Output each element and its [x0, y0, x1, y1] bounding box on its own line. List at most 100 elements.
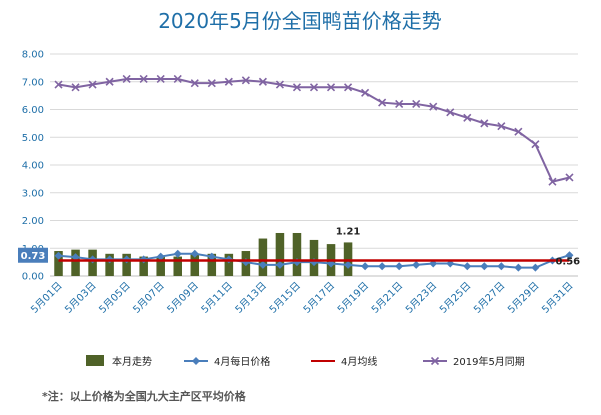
bar: [156, 256, 165, 276]
data-point: [531, 140, 540, 149]
data-point: [378, 98, 387, 107]
x-tick-label: 5月07日: [131, 280, 167, 316]
bar: [207, 253, 217, 276]
data-point: [54, 80, 63, 89]
data-point: [480, 119, 489, 128]
data-point: [531, 263, 540, 272]
data-point: [207, 79, 216, 88]
x-tick-label: 5月01日: [29, 280, 65, 316]
x-tick-label: 5月25日: [437, 280, 473, 316]
x-tick-label: 5月29日: [505, 280, 541, 316]
legend-item: 2019年5月同期: [423, 355, 525, 368]
data-point: [275, 260, 284, 269]
annotation-label: 0.56: [555, 256, 580, 267]
data-point: [497, 122, 506, 131]
bar: [224, 253, 234, 276]
data-point: [241, 76, 250, 85]
x-tick-label: 5月11日: [199, 280, 235, 316]
data-point: [258, 77, 267, 86]
legend-label: 4月均线: [341, 355, 377, 368]
annotations: 1.21 0.73 0.56: [18, 226, 580, 267]
x-tick-label: 5月17日: [301, 280, 337, 316]
bar: [71, 249, 80, 276]
y-tick-label: 4.00: [22, 161, 44, 172]
y-tick-label: 2.00: [22, 216, 44, 227]
line-series: [54, 74, 574, 272]
data-point: [275, 80, 285, 89]
y-axis-ticks: 0.001.002.003.004.005.006.007.008.00: [22, 50, 44, 283]
data-point: [173, 249, 182, 258]
chart-note: *注：以上价格为全国九大主产区平均价格: [42, 389, 247, 403]
x-tick-label: 5月27日: [471, 280, 507, 316]
data-point: [344, 260, 353, 269]
data-point: [122, 74, 131, 84]
data-point: [395, 99, 404, 109]
data-point: [361, 262, 370, 271]
data-point: [412, 260, 421, 269]
data-point: [71, 83, 80, 92]
bar: [139, 256, 148, 276]
legend-item: 本月走势: [86, 355, 152, 368]
data-point: [139, 74, 148, 84]
bar: [292, 232, 302, 276]
x-tick-label: 5月09日: [165, 280, 201, 316]
data-point: [190, 249, 199, 258]
legend: 本月走势 4月每日价格 4月均线 2019年5月同期: [86, 355, 525, 368]
bar: [190, 253, 200, 276]
data-point: [105, 77, 114, 86]
data-point: [361, 88, 370, 97]
data-point: [224, 77, 233, 86]
data-point: [378, 262, 387, 271]
data-point: [514, 127, 523, 136]
legend-label: 2019年5月同期: [453, 355, 525, 368]
x-axis-ticks: 5月01日5月03日5月05日5月07日5月09日5月11日5月13日5月15日…: [29, 280, 576, 316]
legend-marker: [192, 357, 200, 365]
bar: [122, 253, 131, 276]
legend-item: 4月每日价格: [184, 355, 270, 368]
bar: [173, 256, 182, 276]
data-point: [292, 83, 302, 92]
data-point: [88, 80, 97, 89]
legend-marker: [430, 356, 440, 366]
legend-label: 本月走势: [112, 355, 152, 368]
legend-label: 4月每日价格: [214, 355, 270, 368]
annotation-label: 1.21: [336, 226, 361, 237]
grid: [50, 53, 578, 277]
data-point: [207, 252, 216, 261]
y-tick-label: 3.00: [22, 188, 44, 199]
data-point: [463, 113, 472, 122]
x-tick-label: 5月13日: [233, 280, 269, 316]
x-tick-label: 5月03日: [63, 280, 99, 316]
data-point: [395, 262, 404, 271]
y-tick-label: 6.00: [22, 105, 44, 116]
data-point: [548, 177, 557, 186]
bar: [54, 251, 63, 276]
chart-title: 2020年5月份全国鸭苗价格走势: [158, 9, 442, 33]
bar: [105, 253, 114, 276]
data-point: [343, 83, 353, 92]
annotation-box: [18, 247, 48, 263]
y-tick-label: 8.00: [22, 50, 44, 61]
bar: [258, 238, 268, 276]
data-point: [565, 173, 574, 182]
data-point: [156, 252, 165, 261]
data-point: [514, 263, 523, 272]
data-point: [156, 74, 165, 84]
bar: [275, 232, 285, 276]
data-point: [412, 99, 421, 109]
data-point: [190, 79, 199, 88]
x-tick-label: 5月15日: [267, 280, 303, 316]
x-tick-label: 5月21日: [369, 280, 405, 316]
data-point: [173, 74, 182, 84]
x-tick-label: 5月31日: [539, 280, 575, 316]
data-point: [309, 83, 319, 92]
bar: [309, 239, 319, 276]
data-point: [497, 262, 506, 271]
x-tick-label: 5月23日: [403, 280, 439, 316]
data-point: [54, 251, 63, 260]
legend-swatch: [86, 355, 104, 366]
x-tick-label: 5月05日: [97, 280, 133, 316]
y-tick-label: 0.00: [22, 272, 44, 283]
y-tick-label: 7.00: [22, 77, 44, 88]
